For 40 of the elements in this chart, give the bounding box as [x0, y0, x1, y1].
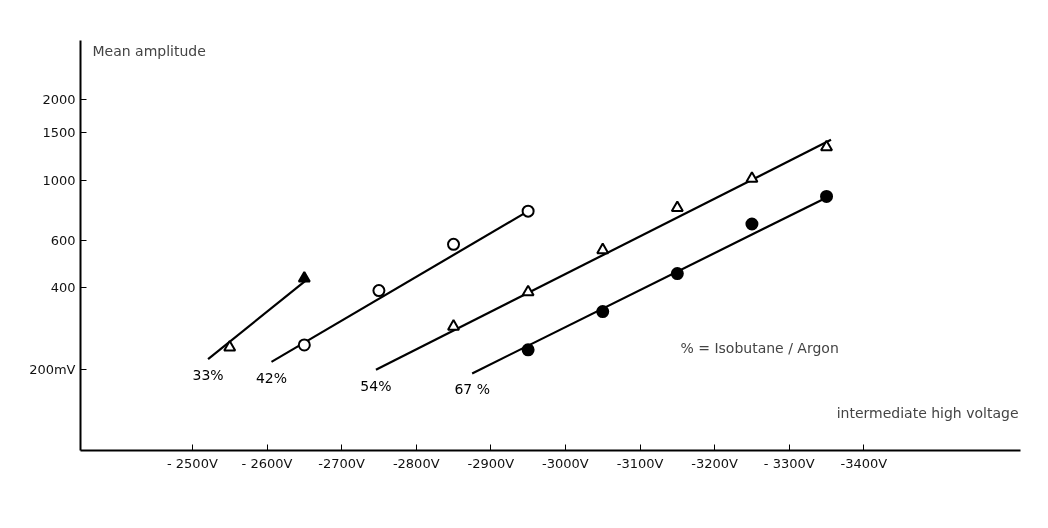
- series-label: 42%: [255, 369, 288, 386]
- point: [447, 237, 461, 251]
- series-label: 67 %: [454, 381, 490, 398]
- series-label: 33%: [192, 367, 224, 384]
- y-tick-label: 600: [50, 232, 76, 248]
- point: [670, 200, 684, 213]
- point: [447, 319, 461, 331]
- point: [297, 338, 311, 352]
- point: [820, 189, 834, 203]
- point: [521, 284, 535, 297]
- x-tick-label: -3400V: [840, 455, 888, 471]
- point: [745, 217, 759, 231]
- x-tick-label: -3200V: [691, 455, 739, 471]
- point: [596, 305, 610, 319]
- x-tick-label: -2900V: [467, 455, 515, 471]
- x-tick-label: -3000V: [542, 455, 589, 471]
- point: [670, 267, 684, 281]
- point: [521, 204, 535, 218]
- y-tick-label: 200mV: [29, 361, 76, 377]
- point: [297, 271, 311, 283]
- y-tick-label: 2000: [42, 91, 76, 107]
- point: [745, 171, 759, 183]
- y-tick-label: 1000: [42, 173, 76, 188]
- y-tick-label: 400: [50, 280, 76, 296]
- point: [596, 242, 610, 255]
- series-label: 54%: [360, 377, 392, 394]
- point: [372, 284, 386, 298]
- x-tick-label: - 2500V: [167, 455, 218, 471]
- annotation: % = Isobutane / Argon: [680, 339, 839, 356]
- x-tick-label: -2800V: [392, 455, 440, 471]
- x-tick-label: - 3300V: [763, 455, 815, 471]
- x-axis-title: intermediate high voltage: [836, 404, 1019, 421]
- x-tick-label: - 2600V: [241, 455, 293, 471]
- x-tick-label: -3100V: [616, 455, 664, 471]
- point: [820, 139, 834, 152]
- x-tick-label: -2700V: [318, 455, 366, 471]
- y-tick-label: 1500: [42, 125, 76, 141]
- point: [521, 343, 535, 357]
- point: [223, 340, 237, 352]
- y-axis-title: Mean amplitude: [92, 42, 206, 59]
